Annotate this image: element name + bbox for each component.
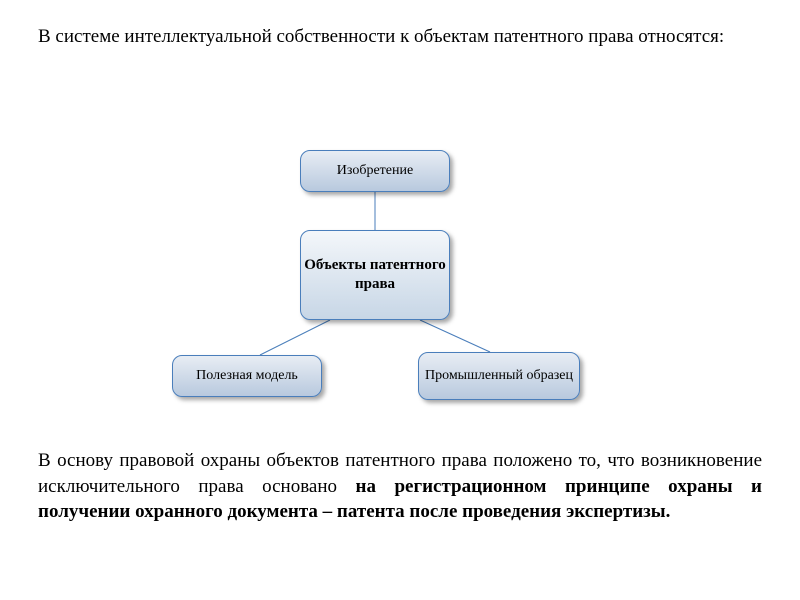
node-label: Объекты патентного права [301,256,449,294]
node-left: Полезная модель [172,355,322,397]
edge-center-left [260,320,330,355]
node-top: Изобретение [300,150,450,192]
edge-center-right [420,320,490,352]
node-right: Промышленный образец [418,352,580,400]
node-label: Изобретение [301,162,449,180]
node-label: Промышленный образец [419,367,579,385]
patent-objects-diagram: Объекты патентного права Изобретение Полез… [0,130,800,430]
footer-paragraph: В основу правовой охраны объектов патент… [38,448,762,525]
heading-text: В системе интеллектуальной собственности… [38,26,724,47]
node-label: Полезная модель [173,367,321,385]
node-center: Объекты патентного права [300,230,450,320]
page-heading: В системе интеллектуальной собственности… [38,24,762,50]
